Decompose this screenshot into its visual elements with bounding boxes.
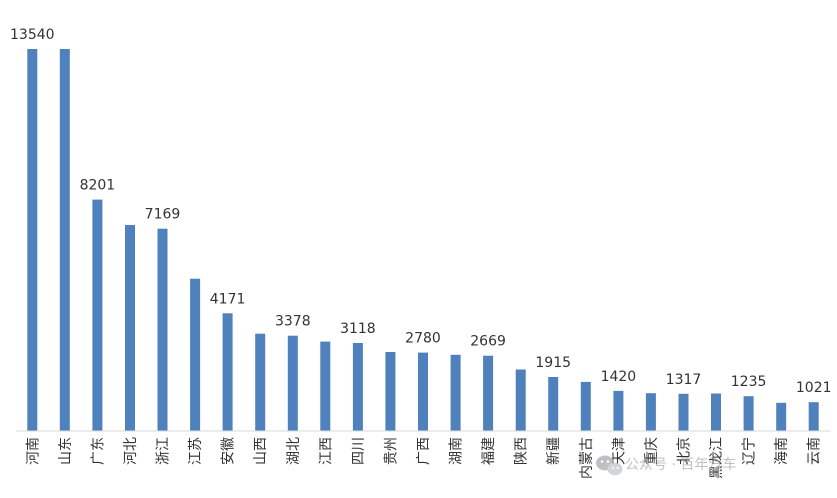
data-label-8: 3378 [275, 314, 311, 330]
x-tick-label-7: 山西 [253, 437, 269, 465]
x-tick-label-3: 河北 [123, 437, 139, 465]
wechat-icon [596, 455, 623, 476]
data-label-12: 2780 [405, 331, 441, 347]
x-tick-label-12: 广西 [416, 437, 432, 465]
x-tick-label-23: 海南 [774, 437, 790, 465]
bar-9 [320, 341, 331, 431]
bar-7 [255, 333, 266, 431]
data-label-24: 1021 [796, 380, 832, 396]
data-label-6: 4171 [210, 291, 246, 307]
x-tick-label-6: 安徽 [221, 437, 237, 465]
watermark-text: 公众号 · 百年汽车 [625, 456, 736, 473]
x-tick-label-24: 云南 [807, 437, 823, 465]
bar-20 [678, 393, 689, 431]
data-label-2: 8201 [80, 178, 116, 194]
bar-3 [125, 225, 135, 431]
bar-10 [352, 343, 363, 431]
x-tick-labels-group: 河南 山东 广东 河北 浙江 江苏 安徽 山西 湖北 江西 四川 贵州 广西 湖南 福建 陕西 新疆 内蒙古 天津重… [25, 437, 822, 479]
data-label-18: 1420 [601, 369, 637, 385]
bar-22 [743, 396, 754, 431]
x-tick-label-15: 陕西 [514, 437, 530, 465]
x-tick-label-21: 黑龙江 [709, 437, 725, 479]
x-tick-label-18: 天津 [611, 437, 627, 465]
bar-24 [808, 402, 819, 431]
x-tick-label-20: 北京 [677, 437, 693, 465]
bars-group [27, 49, 819, 431]
bar-19 [645, 393, 656, 431]
bar-16 [548, 377, 559, 431]
bar-13 [450, 354, 461, 431]
data-label-4: 7169 [145, 207, 181, 223]
bar-5 [190, 278, 201, 431]
x-tick-label-14: 福建 [481, 437, 497, 465]
x-tick-label-4: 浙江 [156, 437, 172, 465]
bar-0 [27, 49, 38, 431]
x-tick-label-9: 江西 [318, 437, 334, 465]
x-tick-label-0: 河南 [25, 437, 41, 465]
x-tick-label-1: 山东 [58, 437, 74, 465]
bar-12 [418, 352, 428, 431]
bar-23 [776, 402, 787, 431]
bar-6 [222, 313, 233, 431]
data-label-10: 3118 [340, 321, 376, 337]
watermark: 公众号 · 百年汽车 [596, 455, 736, 476]
x-tick-label-22: 辽宁 [741, 437, 758, 465]
x-tick-label-11: 贵州 [383, 437, 399, 465]
x-tick-label-17: 内蒙古 [579, 437, 595, 479]
bar-11 [385, 352, 396, 431]
data-label-16: 1915 [535, 355, 571, 371]
data-label-14: 2669 [470, 334, 506, 350]
data-label-0: 13540 [10, 27, 55, 43]
bar-15 [515, 369, 526, 431]
data-label-20: 1317 [666, 372, 702, 388]
bar-8 [287, 335, 298, 431]
x-tick-label-19: 重庆 [644, 437, 660, 465]
bar-4 [157, 228, 168, 431]
x-tick-label-10: 四川 [351, 437, 367, 465]
bar-14 [483, 355, 494, 431]
x-tick-label-8: 湖北 [286, 437, 302, 465]
data-label-22: 1235 [731, 374, 767, 390]
bar-17 [580, 381, 591, 431]
bar-1 [59, 49, 70, 431]
x-tick-label-5: 江苏 [188, 437, 204, 465]
x-tick-label-16: 新疆 [546, 437, 562, 465]
x-tick-label-2: 广东 [90, 437, 106, 465]
data-labels-group: 13540 8201 7169 4171 3378 3118 2780 2669 1915 142… [10, 27, 831, 396]
bar-21 [711, 393, 721, 431]
bar-2 [92, 199, 103, 431]
bar-18 [613, 390, 624, 431]
x-tick-label-13: 湖南 [449, 437, 465, 465]
